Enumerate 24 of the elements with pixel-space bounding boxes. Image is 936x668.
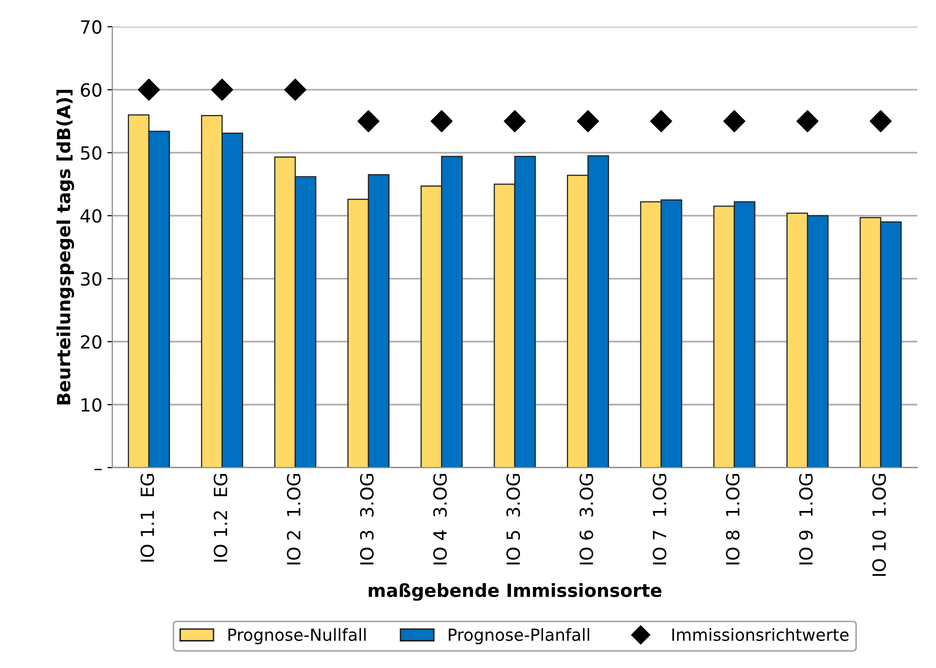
x-tick-label: IO 2 1.OG [286, 474, 301, 564]
x-tick-label: IO 5 3.OG [506, 474, 520, 564]
x-tick-label: IO 1.1 EG [140, 474, 154, 562]
y-tick-label: 40 [80, 209, 102, 223]
x-tick-label: IO 1.2 EG [214, 474, 228, 562]
x-tick-label: IO 9 1.OG [799, 474, 813, 564]
y-tick-label: 10 [82, 398, 102, 412]
y-tick-label: 30 [81, 272, 102, 286]
y-tick-label: 50 [81, 146, 102, 160]
x-tick-label: IO 3 3.OG [360, 474, 374, 564]
y-tick-label: – [94, 468, 102, 470]
x-tick-label: IO 7 1.OG [652, 474, 666, 564]
x-tick-label: IO 8 1.OG [726, 474, 740, 564]
y-axis-title: Beurteilungspegel tags [dB(A)] [56, 90, 74, 404]
x-tick-label: IO 6 3.OG [580, 474, 594, 564]
x-tick-label: IO 4 3.OG [433, 474, 447, 564]
legend-label: Prognose-Nullfall [228, 628, 366, 644]
y-tick-label: 60 [80, 83, 102, 97]
legend-label: Prognose-Planfall [448, 628, 590, 644]
x-tick-label: IO 10 1.OG [872, 474, 886, 576]
legend-label: Immissionsrichtwerte [672, 628, 849, 641]
y-tick-label: 70 [81, 20, 102, 34]
y-tick-label: 20 [80, 335, 102, 349]
x-axis-title: maßgebende Immissionsorte [368, 583, 662, 601]
